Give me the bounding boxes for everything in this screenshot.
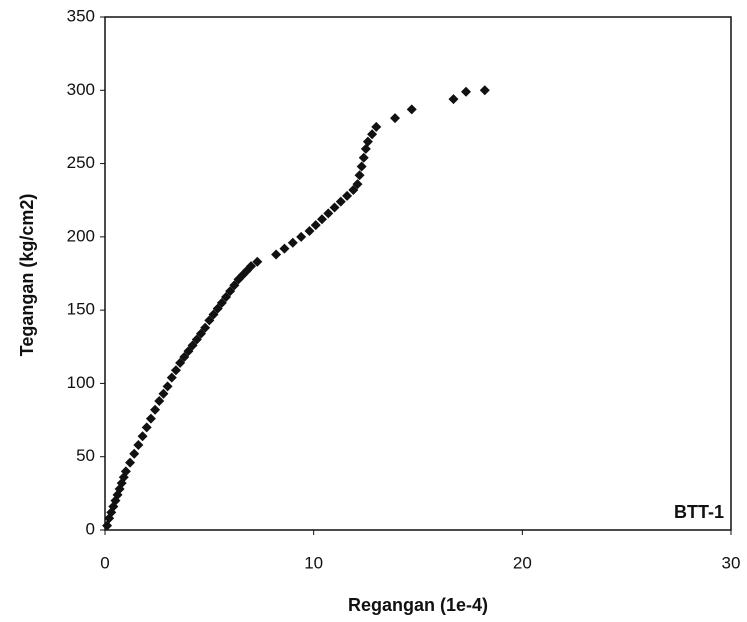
point: [191, 334, 202, 345]
point: [208, 309, 219, 320]
point: [252, 256, 263, 267]
y-tick-label: 50: [76, 446, 95, 465]
point: [133, 439, 144, 450]
point: [212, 303, 223, 314]
point: [271, 249, 282, 260]
point: [371, 121, 382, 132]
point: [356, 161, 367, 172]
point: [390, 113, 401, 124]
point: [279, 243, 290, 254]
point: [406, 104, 417, 115]
x-tick-label: 0: [100, 553, 109, 572]
point: [310, 220, 321, 231]
point: [221, 291, 232, 302]
point: [448, 94, 459, 105]
point: [225, 286, 236, 297]
point: [323, 208, 334, 219]
point: [102, 520, 113, 531]
point: [246, 261, 257, 272]
point: [154, 396, 165, 407]
y-tick-label: 100: [67, 373, 95, 392]
y-axis-label: Tegangan (kg/cm2): [17, 194, 37, 357]
point: [354, 170, 365, 181]
y-tick-label: 0: [86, 519, 95, 538]
point: [358, 152, 369, 163]
point: [360, 143, 371, 154]
point: [460, 86, 471, 97]
point: [342, 190, 353, 201]
point: [200, 322, 211, 333]
point: [170, 365, 181, 376]
point: [150, 404, 161, 415]
point: [129, 448, 140, 459]
point: [166, 372, 177, 383]
x-axis-label: Regangan (1e-4): [348, 595, 488, 615]
point: [287, 237, 298, 248]
point: [187, 340, 198, 351]
y-tick-label: 350: [67, 6, 95, 25]
point: [195, 328, 206, 339]
point: [145, 413, 156, 424]
point: [329, 202, 340, 213]
annotation: BTT-1: [674, 502, 724, 522]
point: [348, 184, 359, 195]
y-tick-label: 300: [67, 80, 95, 99]
point: [229, 280, 240, 291]
point: [125, 457, 136, 468]
point: [296, 231, 307, 242]
point: [304, 225, 315, 236]
point: [216, 297, 227, 308]
point: [479, 85, 490, 96]
y-tick-label: 150: [67, 300, 95, 319]
point: [179, 352, 190, 363]
point: [317, 214, 328, 225]
point: [367, 129, 378, 140]
point: [137, 431, 148, 442]
x-tick-label: 20: [513, 553, 532, 572]
y-tick-label: 250: [67, 153, 95, 172]
point: [352, 179, 363, 190]
point: [204, 315, 215, 326]
point: [162, 381, 173, 392]
point: [335, 196, 346, 207]
point: [175, 357, 186, 368]
point: [120, 466, 131, 477]
point: [158, 388, 169, 399]
x-tick-label: 30: [722, 553, 741, 572]
point: [183, 346, 194, 357]
plot-frame: [104, 16, 732, 531]
y-tick-label: 200: [67, 226, 95, 245]
point: [362, 136, 373, 147]
point: [141, 422, 152, 433]
x-tick-label: 10: [304, 553, 323, 572]
